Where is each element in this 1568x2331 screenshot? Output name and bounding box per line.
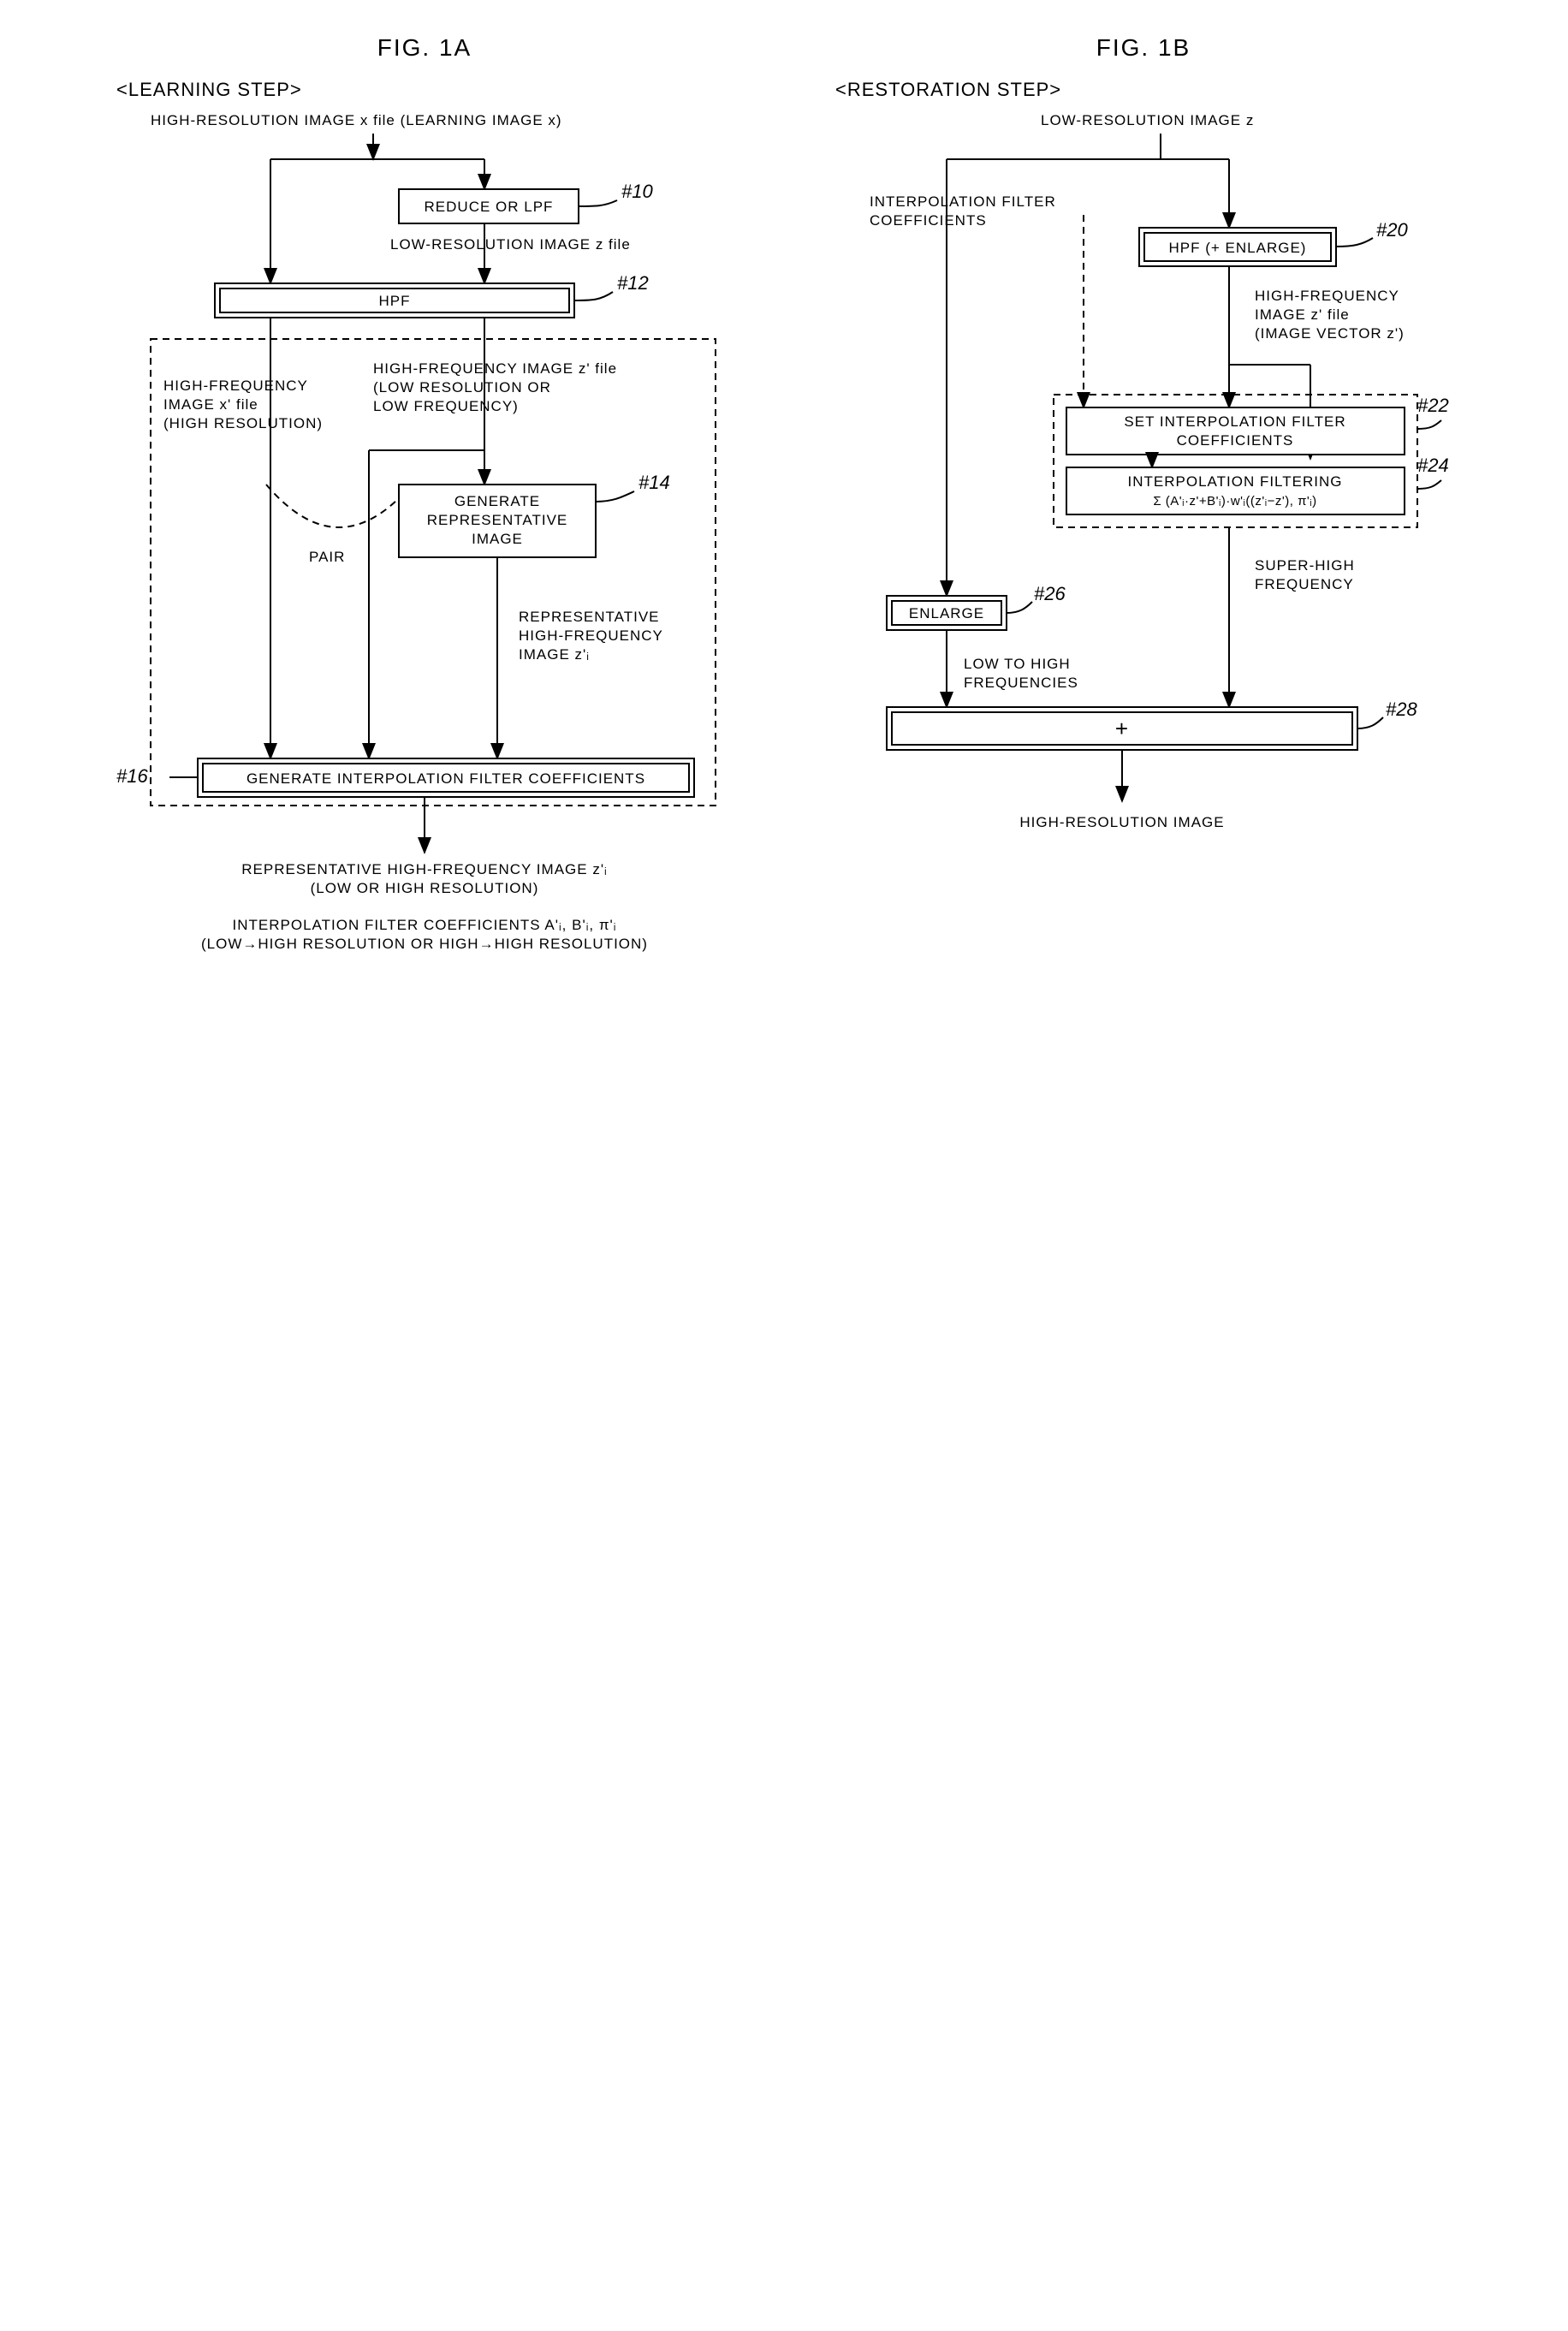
figure-1a: FIG. 1A <LEARNING STEP> HIGH-RESOLUTION …: [116, 34, 733, 1050]
rb1: HIGH-FREQUENCY IMAGE z' file: [373, 360, 617, 377]
step22-ref: #22: [1417, 395, 1449, 416]
pair-curve: [266, 485, 412, 527]
fig-1a-svg: HIGH-RESOLUTION IMAGE x file (LEARNING I…: [116, 108, 733, 1050]
repl3: IMAGE z'ᵢ: [519, 646, 590, 663]
figure-container: FIG. 1A <LEARNING STEP> HIGH-RESOLUTION …: [34, 34, 1534, 1050]
leader: [579, 200, 617, 206]
lout1: LOW TO HIGH: [964, 656, 1071, 672]
b14l3: IMAGE: [472, 531, 523, 547]
b14l2: REPRESENTATIVE: [427, 512, 568, 528]
lb3: (HIGH RESOLUTION): [163, 415, 323, 431]
rout1: SUPER-HIGH: [1255, 557, 1355, 574]
lb2: IMAGE x' file: [163, 396, 258, 413]
box26-text: ENLARGE: [909, 605, 984, 621]
step14-ref: #14: [638, 472, 670, 493]
step10-ref: #10: [621, 181, 653, 202]
b14l1: GENERATE: [454, 493, 540, 509]
step24-ref: #24: [1417, 455, 1449, 476]
repl2: HIGH-FREQUENCY: [519, 627, 663, 644]
step26-ref: #26: [1034, 583, 1066, 604]
hf3: (IMAGE VECTOR z'): [1255, 325, 1405, 342]
out2l1: INTERPOLATION FILTER COEFFICIENTS A'ᵢ, B…: [233, 917, 617, 933]
leader: [1417, 420, 1441, 429]
lout2: FREQUENCIES: [964, 675, 1078, 691]
step12-ref: #12: [617, 272, 649, 294]
figure-1b: FIG. 1B <RESTORATION STEP> LOW-RESOLUTIO…: [835, 34, 1452, 964]
leader: [1336, 238, 1373, 247]
mid1-text: LOW-RESOLUTION IMAGE z file: [390, 236, 631, 253]
box16-text: GENERATE INTERPOLATION FILTER COEFFICIEN…: [246, 770, 645, 787]
sidein1: INTERPOLATION FILTER: [870, 193, 1056, 210]
fig-1a-step-title: <LEARNING STEP>: [116, 79, 302, 101]
step16-ref: #16: [116, 765, 148, 787]
fig-1b-title: FIG. 1B: [1096, 34, 1191, 62]
b24l2: Σ (A'ᵢ·z'+B'ᵢ)·w'ᵢ((z'ᵢ−z'), π'ᵢ): [1153, 494, 1316, 508]
hf2: IMAGE z' file: [1255, 306, 1350, 323]
lb1: HIGH-FREQUENCY: [163, 378, 308, 394]
b22l2: COEFFICIENTS: [1177, 432, 1294, 449]
leader: [574, 292, 613, 300]
rb3: LOW FREQUENCY): [373, 398, 519, 414]
out2l2: (LOW→HIGH RESOLUTION OR HIGH→HIGH RESOLU…: [201, 936, 648, 952]
rout2: FREQUENCY: [1255, 576, 1354, 592]
fig-1b-step-title: <RESTORATION STEP>: [835, 79, 1061, 101]
b24l1: INTERPOLATION FILTERING: [1128, 473, 1343, 490]
box20-text: HPF (+ ENLARGE): [1169, 240, 1307, 256]
leader: [1417, 480, 1441, 489]
step28-ref: #28: [1386, 699, 1417, 720]
input-label: HIGH-RESOLUTION IMAGE x file (LEARNING I…: [151, 112, 562, 128]
leader: [1357, 717, 1383, 728]
box28-text: +: [1115, 716, 1129, 741]
final-out: HIGH-RESOLUTION IMAGE: [1019, 814, 1224, 830]
pair-label: PAIR: [309, 549, 345, 565]
out1l2: (LOW OR HIGH RESOLUTION): [311, 880, 539, 896]
out1l1: REPRESENTATIVE HIGH-FREQUENCY IMAGE z'ᵢ: [241, 861, 607, 877]
inputB: LOW-RESOLUTION IMAGE z: [1041, 112, 1254, 128]
fig-1b-svg: LOW-RESOLUTION IMAGE z INTERPOLATION FIL…: [835, 108, 1452, 964]
box12-text: HPF: [379, 293, 411, 309]
rb2: (LOW RESOLUTION OR: [373, 379, 551, 395]
leader: [1007, 602, 1032, 613]
repl1: REPRESENTATIVE: [519, 609, 660, 625]
leader: [596, 491, 634, 502]
step20-ref: #20: [1376, 219, 1408, 241]
sidein2: COEFFICIENTS: [870, 212, 987, 229]
box10-text: REDUCE OR LPF: [425, 199, 554, 215]
fig-1a-title: FIG. 1A: [377, 34, 472, 62]
b22l1: SET INTERPOLATION FILTER: [1124, 413, 1345, 430]
hf1: HIGH-FREQUENCY: [1255, 288, 1399, 304]
